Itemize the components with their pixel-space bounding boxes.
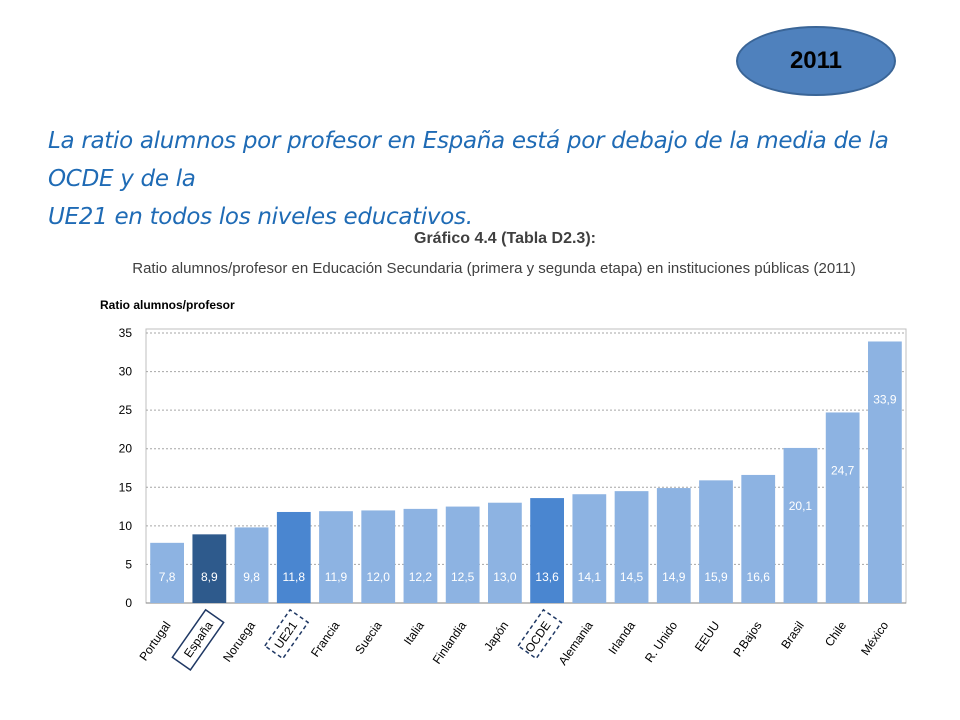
x-tick-label: UE21 (272, 618, 301, 651)
chart-subtitle: Ratio alumnos/profesor en Educación Secu… (132, 260, 856, 277)
y-tick-label: 30 (119, 365, 133, 379)
headline: La ratio alumnos por profesor en España … (48, 122, 908, 236)
category-highlight-frame (263, 608, 310, 660)
bar (572, 494, 607, 603)
x-tick-label: OCDE (522, 619, 553, 655)
bar-value-label: 20,1 (789, 499, 813, 513)
bar-value-label: 14,9 (662, 570, 686, 584)
y-tick-label: 5 (125, 557, 132, 571)
y-axis-title: Ratio alumnos/profesor (100, 298, 235, 312)
x-tick-label: Suecia (352, 618, 385, 656)
headline-line-2: UE21 en todos los niveles educativos. (48, 204, 473, 230)
x-tick-label: Brasil (778, 619, 807, 652)
bar (614, 491, 649, 603)
category-highlight-frame (171, 608, 225, 672)
bar (868, 341, 902, 603)
x-tick-label: R. Unido (642, 618, 680, 665)
bar-value-label: 11,9 (325, 570, 348, 584)
bar-value-label: 7,8 (159, 570, 176, 584)
x-tick-label: México (858, 618, 891, 657)
bar-value-label: 8,9 (201, 570, 218, 584)
bar (783, 447, 818, 603)
bar-value-label: 13,6 (535, 570, 559, 584)
bar-value-label: 9,8 (243, 570, 260, 584)
bar (150, 542, 184, 603)
bar-value-label: 12,0 (367, 570, 391, 584)
x-tick-label: Japón (481, 619, 511, 654)
bar (825, 412, 860, 603)
bar-value-label: 12,5 (451, 570, 475, 584)
x-tick-label: Finlandia (430, 618, 470, 666)
bar-value-label: 24,7 (831, 463, 855, 477)
x-tick-label: Italia (401, 618, 427, 647)
headline-line-1: La ratio alumnos por profesor en España … (48, 128, 889, 192)
bar (234, 527, 269, 603)
y-tick-label: 15 (119, 480, 133, 494)
bar (403, 508, 438, 603)
bar (530, 498, 564, 603)
y-tick-label: 35 (119, 326, 133, 340)
x-tick-label: Francia (308, 618, 343, 659)
x-tick-label: Chile (822, 618, 849, 649)
bar-value-label: 14,1 (578, 570, 602, 584)
x-tick-label: Portugal (136, 619, 173, 664)
bar (656, 488, 691, 603)
bar (192, 534, 227, 603)
year-badge-label: 2011 (789, 47, 843, 74)
bar-value-label: 16,6 (747, 570, 771, 584)
bar-value-label: 12,2 (409, 570, 433, 584)
x-tick-label: EEUU (692, 619, 723, 654)
category-highlight-frame (517, 608, 563, 660)
x-tick-label: Irlanda (605, 618, 638, 656)
y-tick-label: 10 (119, 519, 133, 533)
bar-value-label: 14,5 (620, 570, 644, 584)
chart-title: Gráfico 4.4 (Tabla D2.3): (414, 230, 596, 247)
bar-value-label: 15,9 (704, 570, 728, 584)
bar (741, 474, 776, 603)
bar-value-label: 13,0 (493, 570, 517, 584)
x-tick-label: España (181, 618, 216, 660)
y-tick-label: 0 (125, 596, 132, 610)
bar (445, 506, 480, 603)
bar (488, 502, 522, 603)
bar (319, 511, 353, 603)
x-tick-label: P.Bajos (730, 619, 764, 660)
year-badge: 2011 (736, 26, 896, 96)
x-tick-label: Alemania (556, 618, 596, 667)
bar (276, 511, 311, 603)
bar (361, 510, 396, 603)
y-tick-label: 20 (119, 442, 133, 456)
bar (699, 480, 733, 603)
bar-value-label: 11,8 (283, 570, 306, 584)
y-tick-label: 25 (119, 403, 133, 417)
bar-value-label: 33,9 (873, 392, 897, 406)
x-tick-label: Noruega (220, 618, 258, 664)
